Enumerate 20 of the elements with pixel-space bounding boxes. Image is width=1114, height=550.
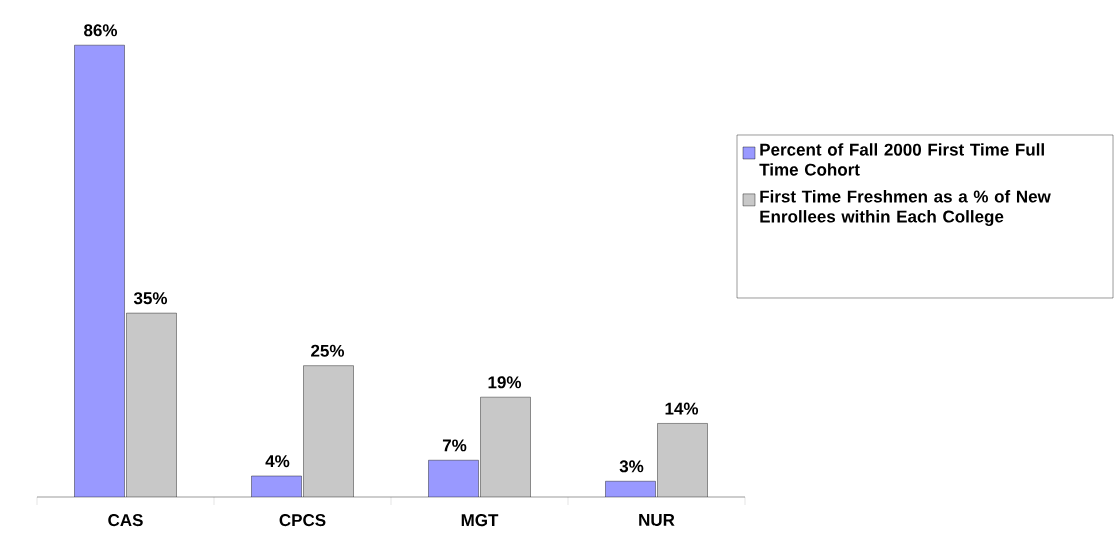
bar [126,313,177,497]
data-label: 4% [265,455,290,468]
data-label: 14% [665,402,699,415]
x-tick-label: CAS [108,514,143,527]
data-label: 25% [311,344,345,357]
bar [428,460,479,497]
data-label: 35% [133,292,168,305]
legend-label: First Time Freshmen as a % of New Enrollees within Each College [760,190,1051,227]
data-label: 3% [619,460,644,473]
bar [480,397,531,497]
legend-label: Percent of Fall 2000 First Time Full Time Cohort [759,143,1044,176]
data-label: 19% [488,376,522,389]
data-label: 86% [84,24,118,37]
bar [657,423,708,497]
bar [303,365,354,497]
x-tick-label: MGT [461,514,499,527]
x-tick-label: NUR [639,514,675,526]
x-tick-label: CPCS [279,514,326,527]
data-label: 7% [442,439,467,452]
bar [74,45,125,497]
